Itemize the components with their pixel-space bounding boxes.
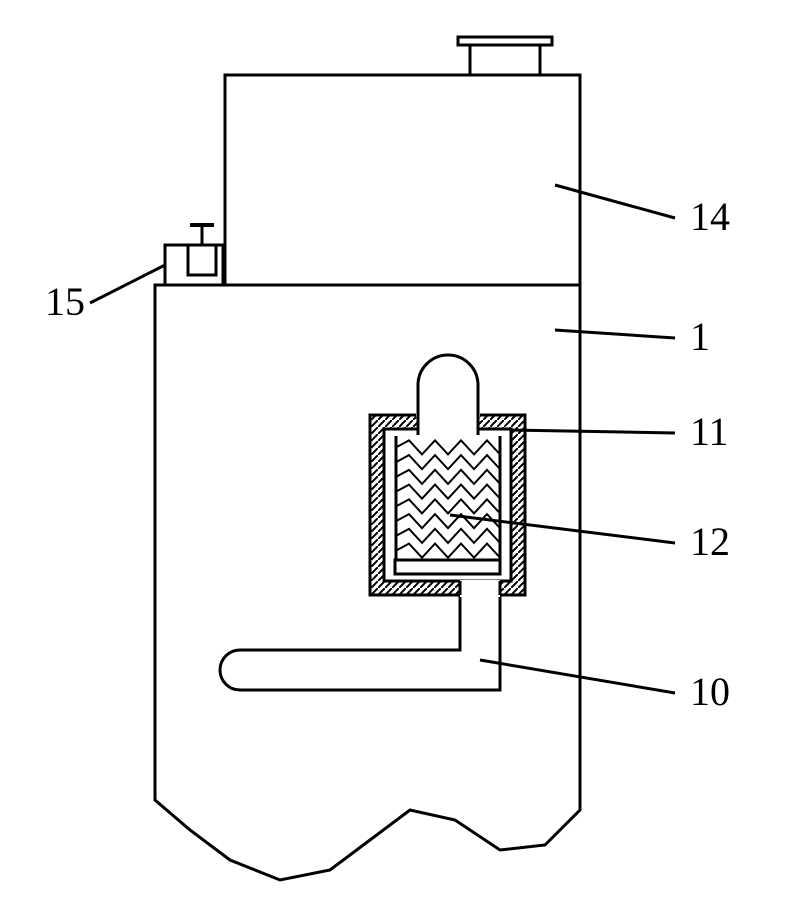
label-l10: 10 xyxy=(690,669,730,714)
label-l14: 14 xyxy=(690,194,730,239)
label-l15: 15 xyxy=(45,279,85,324)
label-l11: 11 xyxy=(690,409,729,454)
label-l1: 1 xyxy=(690,314,710,359)
label-l12: 12 xyxy=(690,519,730,564)
